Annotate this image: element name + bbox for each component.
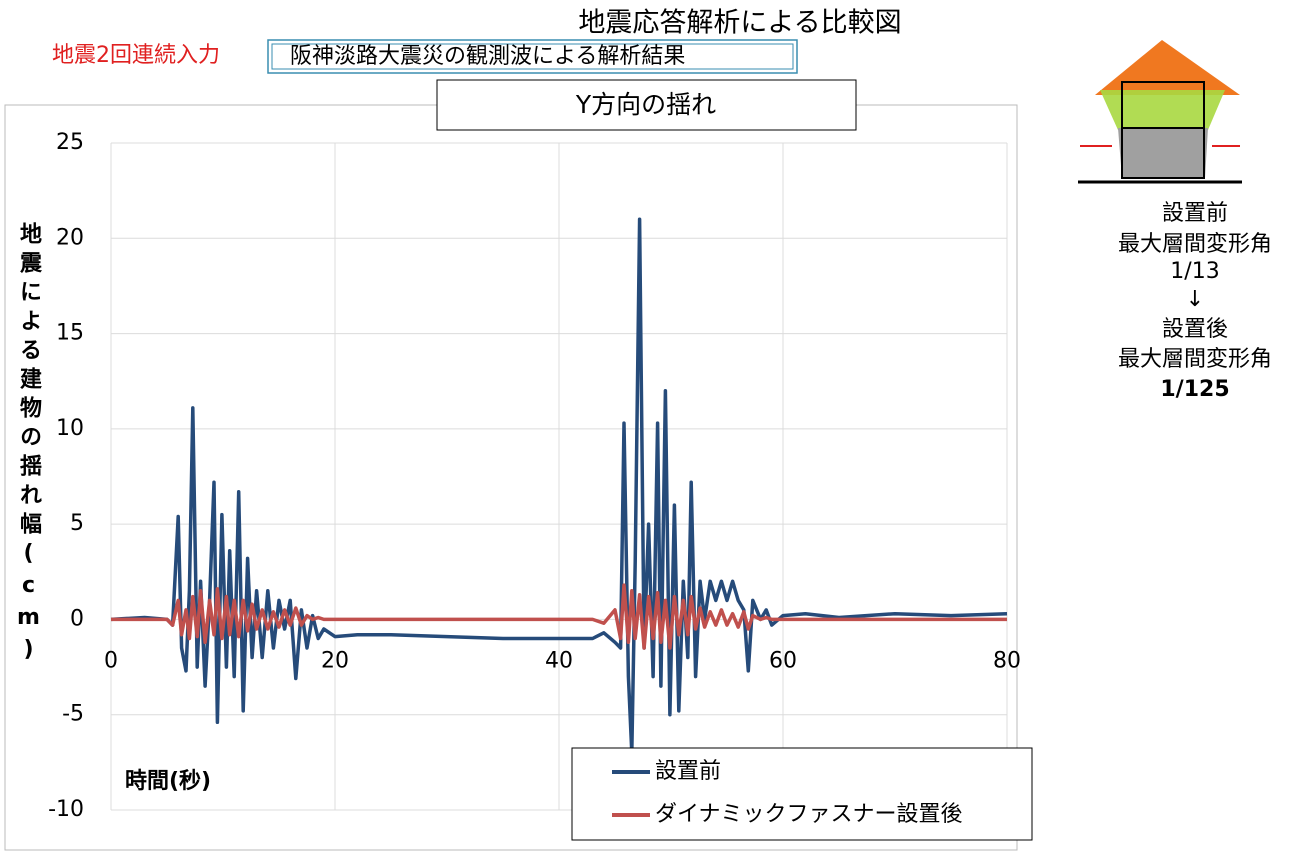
legend-box <box>571 747 1033 841</box>
x-tick-label: 0 <box>104 648 118 673</box>
y-axis-label: 地震による建物の揺れ幅(cm) <box>16 222 41 669</box>
series-line <box>111 583 1007 650</box>
analysis-label: 阪神淡路大震災の観測波による解析結果 <box>290 44 685 69</box>
house-icon <box>1078 40 1242 184</box>
roof <box>1095 40 1240 95</box>
y-tick-label: 15 <box>56 321 84 346</box>
analysis-box-inner <box>271 43 794 70</box>
analysis-box <box>267 39 798 74</box>
y-tick-label: 10 <box>56 416 84 441</box>
y-tick-label: 20 <box>56 225 84 250</box>
y-tick-label: 5 <box>70 511 84 536</box>
x-tick-label: 80 <box>993 648 1021 673</box>
plot-area: -10 -5 0 5 10 15 20 25 0 20 40 60 80 <box>48 130 1021 822</box>
side-note: 設置後 <box>1162 317 1228 342</box>
y-tick-label: 25 <box>56 130 84 155</box>
chart-frame <box>4 104 1018 851</box>
x-tick-label: 20 <box>321 648 349 673</box>
page-title: 地震応答解析による比較図 <box>578 8 901 39</box>
chart-title: Y方向の揺れ <box>575 90 716 119</box>
series-line <box>110 217 1008 755</box>
x-tick-label: 60 <box>769 648 797 673</box>
upper-floor <box>1100 90 1225 130</box>
x-tick-label: 40 <box>545 648 573 673</box>
side-note: 設置前 <box>1162 201 1228 226</box>
side-note: 1/125 <box>1160 377 1229 402</box>
side-note: 最大層間変形角 <box>1118 347 1272 372</box>
side-note: ↓ <box>1186 287 1204 312</box>
chart-title-box <box>436 79 857 131</box>
y-tick-label: -5 <box>62 702 84 727</box>
input-label: 地震2回連続入力 <box>52 43 220 68</box>
x-axis-label: 時間(秒) <box>125 769 211 794</box>
side-note: 最大層間変形角 <box>1118 232 1272 257</box>
legend-label: 設置前 <box>655 759 721 784</box>
y-tick-label: 0 <box>70 606 84 631</box>
lower-outline <box>1121 127 1205 179</box>
side-note: 1/13 <box>1170 259 1219 284</box>
legend-label: ダイナミックファスナー設置後 <box>655 802 963 827</box>
y-tick-label: -10 <box>48 797 84 822</box>
lower-floor <box>1118 128 1208 178</box>
